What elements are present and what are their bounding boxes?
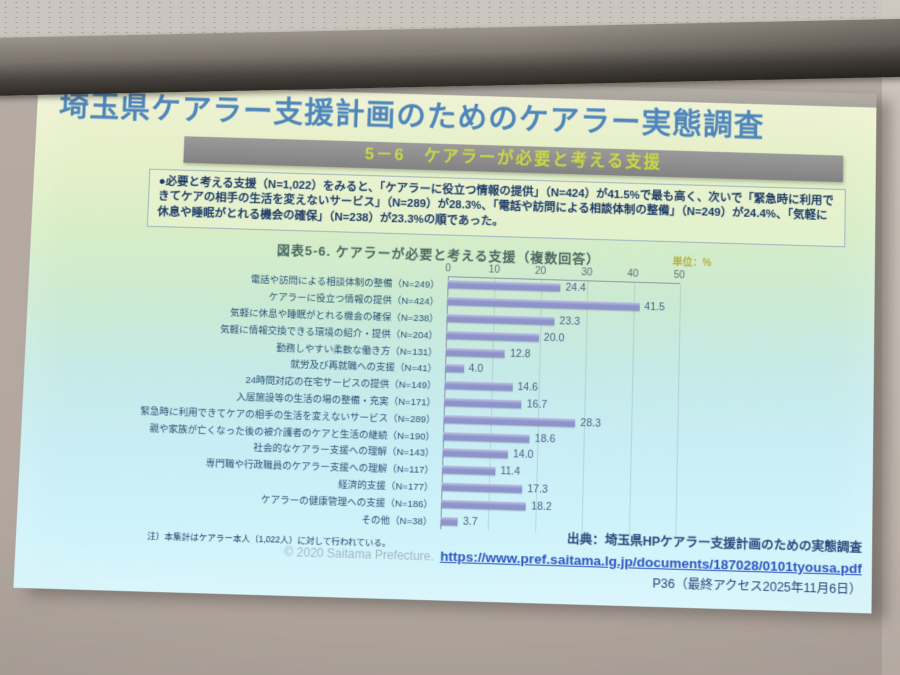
- chart-bar: [440, 499, 527, 511]
- value-label: 3.7: [462, 515, 478, 528]
- value-label: 12.8: [509, 347, 531, 361]
- chart-bar: [444, 364, 464, 373]
- x-tick-label: 20: [534, 265, 547, 278]
- chart-bar: [442, 448, 508, 459]
- chart-bar: [441, 482, 523, 494]
- value-label: 4.0: [468, 363, 484, 376]
- slide: 埼玉県ケアラー支援計画のためのケアラー実態調査 5－6 ケアラーが必要と考える支…: [13, 83, 877, 614]
- x-tick-label: 30: [581, 267, 593, 279]
- x-tick-label: 40: [627, 268, 639, 280]
- value-label: 14.6: [517, 381, 539, 394]
- x-tick-label: 0: [445, 263, 452, 275]
- value-label: 28.3: [580, 416, 602, 430]
- chart-bar: [440, 516, 458, 526]
- chart-bar: [442, 431, 530, 443]
- x-tick-label: 50: [673, 270, 685, 282]
- unit-label: 単位：%: [672, 257, 712, 270]
- chart-bar: [446, 297, 640, 311]
- x-tick-label: 10: [488, 264, 500, 276]
- summary-box: ●必要と考える支援（N=1,022）をみると、「ケアラーに役立つ情報の提供」（N…: [146, 168, 846, 248]
- value-label: 18.2: [530, 500, 552, 513]
- chart-bar: [445, 347, 506, 358]
- wall: [882, 0, 900, 675]
- value-label: 23.3: [559, 315, 581, 328]
- chart-bar: [445, 330, 539, 342]
- value-label: 16.7: [526, 398, 548, 412]
- chart-bar: [444, 381, 513, 392]
- chart-bar: [443, 397, 522, 409]
- summary-text: ●必要と考える支援（N=1,022）をみると、「ケアラーに役立つ情報の提供」（N…: [157, 175, 834, 229]
- value-label: 11.4: [500, 465, 521, 479]
- copyright: © 2020 Saitama Prefecture.: [284, 544, 435, 564]
- section-header-label: 5－6 ケアラーが必要と考える支援: [364, 145, 662, 172]
- value-label: 14.0: [512, 448, 534, 462]
- chart-bar: [446, 314, 555, 326]
- value-label: 18.6: [534, 432, 556, 446]
- chart-rows: 電話や訪問による相談体制の整備（N=249） 24.4 ケアラーに役立つ情報の提供（…: [17, 264, 875, 542]
- chart-bar: [441, 465, 496, 476]
- value-label: 24.4: [565, 282, 586, 295]
- projection-screen: 埼玉県ケアラー支援計画のためのケアラー実態調査 5－6 ケアラーが必要と考える支…: [13, 69, 877, 614]
- value-label: 41.5: [644, 301, 665, 314]
- value-label: 17.3: [527, 483, 549, 496]
- value-label: 20.0: [543, 331, 565, 345]
- chart-bar: [447, 280, 561, 292]
- bar-chart: 0 10 20 30 40 50 電話や訪問による相談体制の整備（N=249） 24.4 ケア…: [17, 251, 875, 542]
- chart-bar: [443, 414, 576, 427]
